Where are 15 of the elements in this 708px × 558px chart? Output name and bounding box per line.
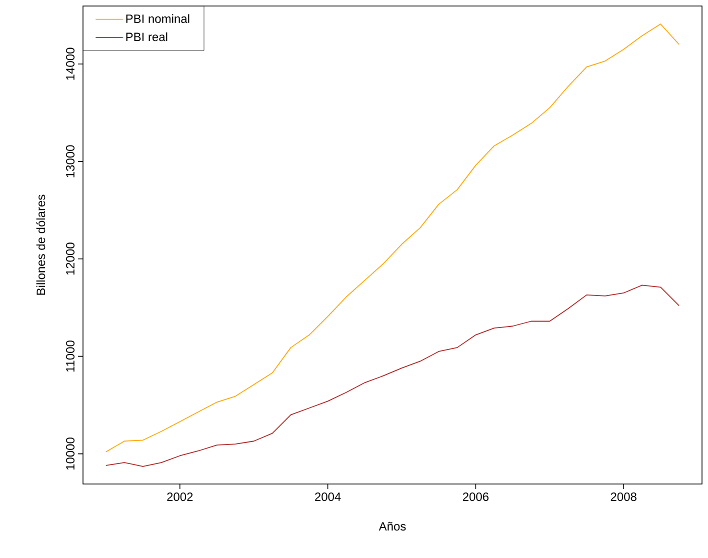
line-series xyxy=(105,284,680,467)
x-tick-label: 2004 xyxy=(315,492,341,502)
legend-label: PBI nominal xyxy=(126,14,190,24)
x-tick-label: 2008 xyxy=(610,492,636,502)
y-tick-label: 11000 xyxy=(66,340,75,372)
y-tick-label: 10000 xyxy=(66,438,75,470)
x-tick-label: 2002 xyxy=(167,492,193,502)
line-series xyxy=(105,24,680,452)
y-tick-label: 13000 xyxy=(66,145,75,178)
y-tick-label: 12000 xyxy=(66,242,75,275)
y-tick-label: 14000 xyxy=(66,48,75,80)
y-axis-title: Billones de dólares xyxy=(36,194,46,295)
legend-label: PBI real xyxy=(126,32,168,42)
x-axis-title: Años xyxy=(378,522,406,531)
x-tick-label: 2006 xyxy=(462,492,489,502)
